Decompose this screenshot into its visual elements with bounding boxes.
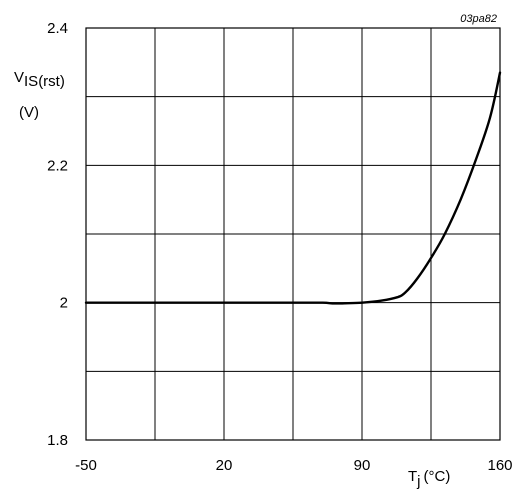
y-axis-label-sub: IS(rst) xyxy=(24,73,65,90)
x-tick-label: 20 xyxy=(216,457,233,474)
y-axis-label-main: V xyxy=(14,69,24,86)
y-tick-label: 2.2 xyxy=(47,157,68,174)
x-tick-label: 160 xyxy=(487,457,512,474)
x-axis-label: Tj (°C) xyxy=(408,468,450,490)
plot-frame xyxy=(85,27,501,441)
y-tick-label: 2 xyxy=(60,295,68,312)
figure-id: 03pa82 xyxy=(460,13,497,25)
x-tick-label: 90 xyxy=(354,457,371,474)
x-axis-label-unit: (°C) xyxy=(424,468,451,485)
x-axis-label-main: T xyxy=(408,468,417,485)
x-axis-label-sub: j xyxy=(416,473,420,490)
grid-lines xyxy=(85,27,501,441)
y-tick-label: 1.8 xyxy=(47,432,68,449)
x-tick-label: -50 xyxy=(75,457,97,474)
y-axis-unit: (V) xyxy=(19,104,39,121)
y-axis-label: VIS(rst) xyxy=(14,69,65,90)
y-tick-label: 2.4 xyxy=(47,20,68,37)
x-tick-labels: -50 20 90 160 xyxy=(75,457,512,474)
series-line xyxy=(84,71,502,305)
y-tick-labels: 1.8 2 2.2 2.4 xyxy=(47,20,68,449)
